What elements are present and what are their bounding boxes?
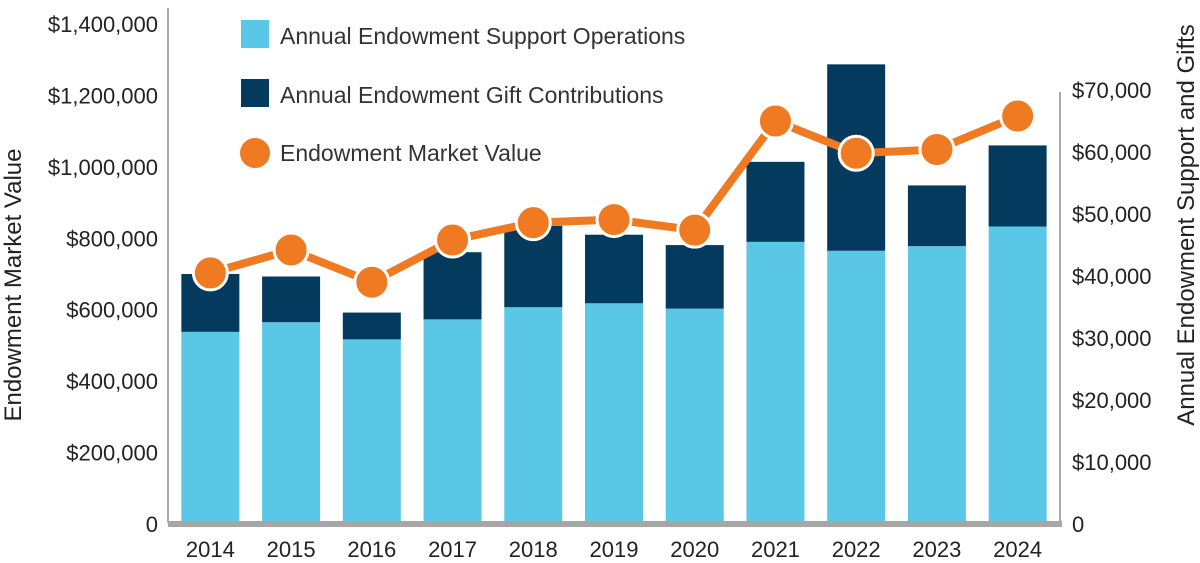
market-value-point-2021 [756, 102, 794, 140]
bar-support-2021 [746, 241, 805, 524]
x-tick-label-2015: 2015 [267, 537, 316, 562]
bar-support-2018 [504, 307, 563, 524]
bar-support-2023 [907, 246, 966, 524]
bar-gifts-2015 [262, 276, 321, 323]
bar-support-2016 [342, 339, 401, 524]
axes-layer [167, 8, 1061, 523]
legend-label-support: Annual Endowment Support Operations [280, 23, 685, 49]
bar-gifts-2019 [585, 234, 643, 304]
x-tick-label-2017: 2017 [428, 537, 477, 562]
x-tick-label-2020: 2020 [670, 537, 719, 562]
y2-tick-label: $30,000 [1072, 326, 1152, 351]
bar-support-2020 [665, 308, 724, 524]
x-tick-label-2022: 2022 [832, 537, 881, 562]
bar-gifts-2024 [988, 145, 1047, 227]
y2-tick-label: $50,000 [1072, 202, 1152, 227]
bar-gifts-2023 [907, 185, 966, 247]
x-tick-label-2024: 2024 [993, 537, 1042, 562]
y-tick-label: $400,000 [66, 369, 158, 394]
bar-gifts-2021 [746, 161, 805, 242]
y2-tick-label: 0 [1072, 512, 1084, 537]
bar-support-2014 [181, 331, 240, 524]
y2-tick-label: $70,000 [1072, 78, 1152, 103]
market-value-point-2017 [434, 221, 472, 259]
y2-axis-title: Annual Endowment Support and Gifts [1173, 24, 1200, 426]
bar-support-2022 [827, 250, 886, 525]
bar-support-2017 [423, 319, 482, 524]
y-tick-label: $1,000,000 [48, 155, 158, 180]
y-tick-label: $1,400,000 [48, 12, 158, 37]
line-layer [191, 97, 1037, 301]
y2-tick-label: $60,000 [1072, 140, 1152, 165]
market-value-point-2015 [272, 231, 310, 269]
y-tick-label: $200,000 [66, 441, 158, 466]
y2-tick-label: $40,000 [1072, 264, 1152, 289]
x-tick-label-2018: 2018 [509, 537, 558, 562]
y-tick-label: $800,000 [66, 226, 158, 251]
x-tick-label-2016: 2016 [347, 537, 396, 562]
legend-swatch-support [241, 20, 269, 48]
legend-swatch-gifts [241, 79, 269, 107]
y-ticks: 0 $200,000 $400,000 $600,000 $800,000 $1,000,… [48, 12, 158, 537]
y2-ticks: 0 $10,000 $20,000 $30,000 $40,000 $50,000 $60,… [1072, 78, 1152, 537]
market-value-point-2022 [837, 134, 875, 172]
market-value-point-2018 [514, 204, 552, 242]
legend: Annual Endowment Support Operations Annu… [240, 20, 685, 168]
bar-gifts-2017 [423, 252, 482, 320]
x-tick-label-2023: 2023 [912, 537, 961, 562]
y-tick-label: $1,200,000 [48, 83, 158, 108]
y-axis-title: Endowment Market Value [0, 148, 27, 421]
market-value-point-2024 [999, 97, 1037, 135]
y2-tick-label: $20,000 [1072, 388, 1152, 413]
bar-gifts-2020 [665, 245, 724, 309]
market-value-point-2016 [353, 263, 391, 301]
market-value-point-2023 [918, 131, 956, 169]
y-tick-label: $600,000 [66, 298, 158, 323]
x-axis-baseline [168, 521, 1062, 527]
legend-label-gifts: Annual Endowment Gift Contributions [280, 82, 664, 108]
legend-marker-market-value [240, 138, 270, 168]
bars-layer [181, 64, 1047, 525]
x-ticks: 2014 2015 2016 2017 2018 2019 2020 2021 2022 2023… [186, 537, 1042, 562]
bar-support-2015 [262, 322, 321, 524]
market-value-point-2020 [676, 211, 714, 249]
bar-support-2019 [585, 303, 643, 524]
legend-label-market-value: Endowment Market Value [280, 140, 542, 166]
market-value-point-2014 [191, 254, 229, 292]
bar-gifts-2016 [342, 312, 401, 340]
y-tick-label: 0 [146, 512, 158, 537]
x-tick-label-2021: 2021 [751, 537, 800, 562]
y2-tick-label: $10,000 [1072, 450, 1152, 475]
x-tick-label-2014: 2014 [186, 537, 235, 562]
x-tick-label-2019: 2019 [590, 537, 639, 562]
bar-support-2024 [988, 226, 1047, 524]
market-value-point-2019 [595, 201, 633, 239]
